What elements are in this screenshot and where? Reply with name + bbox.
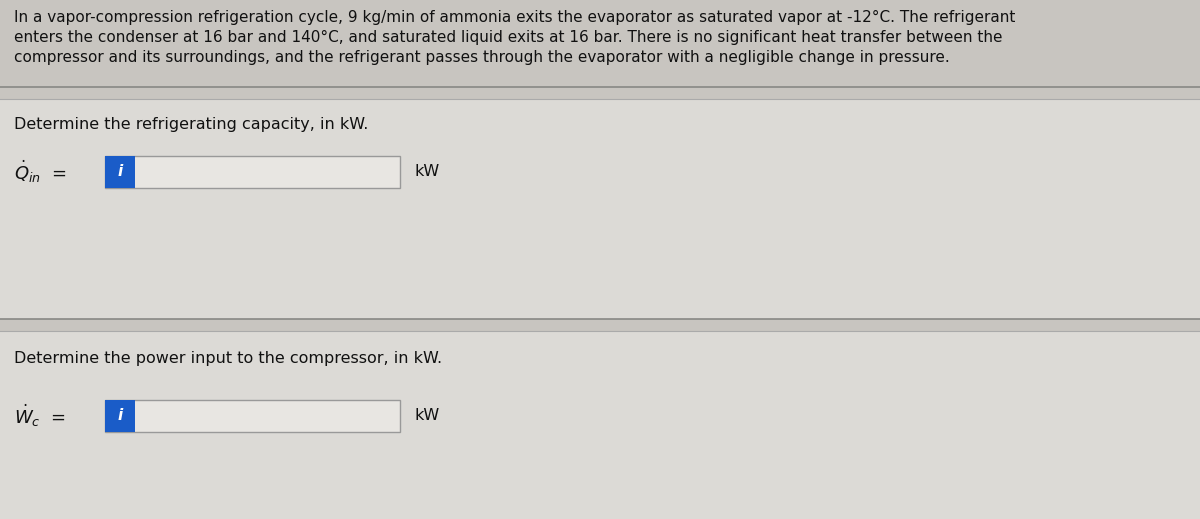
Bar — [0, 99, 1200, 319]
Text: i: i — [118, 408, 122, 424]
FancyBboxPatch shape — [106, 156, 400, 188]
FancyBboxPatch shape — [106, 400, 400, 432]
Text: Determine the power input to the compressor, in kW.: Determine the power input to the compres… — [14, 351, 442, 366]
Bar — [0, 0, 1200, 87]
Text: compressor and its surroundings, and the refrigerant passes through the evaporat: compressor and its surroundings, and the… — [14, 50, 949, 65]
Text: In a vapor-compression refrigeration cycle, 9 kg/min of ammonia exits the evapor: In a vapor-compression refrigeration cyc… — [14, 10, 1015, 25]
Text: i: i — [118, 165, 122, 180]
Text: enters the condenser at 16 bar and 140°C, and saturated liquid exits at 16 bar. : enters the condenser at 16 bar and 140°C… — [14, 30, 1002, 45]
Text: $\dot{Q}_{in}$  =: $\dot{Q}_{in}$ = — [14, 159, 67, 185]
Text: Determine the refrigerating capacity, in kW.: Determine the refrigerating capacity, in… — [14, 117, 368, 132]
Text: kW: kW — [414, 165, 439, 180]
FancyBboxPatch shape — [106, 156, 134, 188]
Text: kW: kW — [414, 408, 439, 424]
Text: $\dot{W}_c$  =: $\dot{W}_c$ = — [14, 403, 66, 429]
Bar — [0, 331, 1200, 519]
FancyBboxPatch shape — [106, 400, 134, 432]
